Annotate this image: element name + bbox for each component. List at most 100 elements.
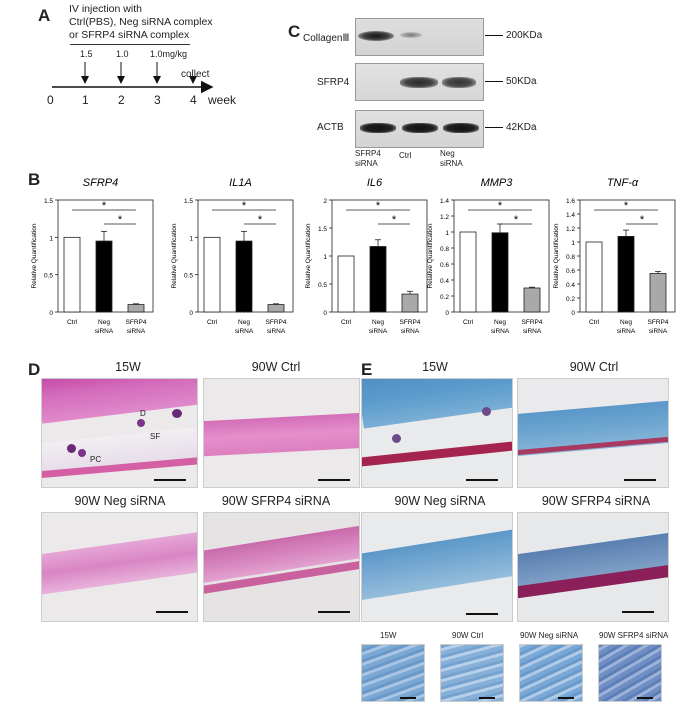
blot-sfrp4 [355, 63, 484, 101]
chart-4-bar-1 [617, 236, 635, 313]
chart-2-ylabel: Relative Quantification [305, 223, 312, 288]
chart-3-ytick-label-0: 0 [445, 310, 449, 317]
chart-2-cat-0-0: Ctrl [341, 319, 352, 326]
chart-3-title: MMP3 [481, 177, 514, 189]
e-title-15w: 15W [422, 360, 448, 374]
band-actb-lane3 [443, 123, 479, 133]
chart-3-cat-0-0: Ctrl [463, 319, 474, 326]
dose-3: 1.0mg/kg [150, 49, 188, 59]
zoom-title-90w-ctrl: 90W Ctrl [452, 631, 484, 640]
d-title-90w-ctrl: 90W Ctrl [251, 360, 301, 374]
chart-4-cat-0-0: Ctrl [589, 319, 600, 326]
chart-4-bar-0 [585, 241, 603, 313]
band-sfrp4-lane3 [442, 77, 476, 88]
chart-3-ytick-label-3: 0.6 [440, 262, 449, 269]
chart-3-cat-2-0: SFRP4 [522, 319, 543, 326]
chart-4-ylabel: Relative Quantification [553, 223, 560, 288]
chart-2-bar-0 [337, 255, 355, 313]
tick-1: 1 [82, 93, 89, 107]
chart-4-ytick-label-1: 0.2 [566, 296, 575, 303]
chart-3-bar-0 [459, 231, 477, 313]
dose-1: 1.5 [80, 49, 93, 59]
tick-4: 4 [190, 93, 197, 107]
injection-text-line-3: or SFRP4 siRNA complex [69, 29, 190, 41]
tick-0: 0 [47, 93, 54, 107]
chart-0-ytick-label-0: 0 [49, 310, 53, 317]
chart-3-ytick-label-7: 1.4 [440, 198, 449, 205]
zoom-title-90w-sfrp4: 90W SFRP4 siRNA [599, 631, 669, 640]
chart-4-ytick-label-3: 0.6 [566, 268, 575, 275]
zoom-image-15w [361, 644, 425, 702]
annotation-d: D [140, 409, 146, 418]
mt-image-90w-neg [361, 512, 513, 622]
chart-2-ytick-label-2: 1 [323, 254, 327, 261]
panel-a-label: A [38, 6, 51, 25]
lane-label-neg-sirna: Neg siRNA [440, 149, 463, 168]
chart-0-ytick-label-2: 1 [49, 235, 53, 242]
band-actb-lane1 [360, 123, 396, 133]
chart-1-cat-2-1: siRNA [267, 328, 286, 335]
blot-row-name-sfrp4: SFRP4 [317, 77, 350, 88]
chart-1-sig-star-1: * [258, 214, 263, 226]
chart-0-cat-2-1: siRNA [127, 328, 146, 335]
week-label: week [208, 93, 237, 107]
d-title-15w: 15W [115, 360, 141, 374]
chart-3-cat-1-1: siRNA [491, 328, 510, 335]
marker-200: 200KDa [506, 30, 543, 41]
chart-2-sig-star-1: * [392, 214, 397, 226]
chart-0-ytick-label-1: 0.5 [44, 273, 53, 280]
qpcr-bar-charts: SFRP4 0 0.5 1 1.5 Relative Quantification Ctrl… [31, 177, 676, 335]
chart-4-sig-star-1: * [640, 214, 645, 226]
annotation-sf: SF [150, 432, 161, 441]
chart-2-bar-2 [401, 293, 419, 313]
chart-1-sig-star-0: * [242, 200, 247, 212]
e-title-90w-neg: 90W Neg siRNA [394, 494, 486, 508]
marker-42: 42KDa [506, 122, 537, 133]
chart-0-cat-1-0: Neg [98, 319, 110, 326]
mt-image-15w [361, 378, 513, 488]
chart-4-ytick-label-8: 1.6 [566, 198, 575, 205]
injection-underline [70, 44, 190, 45]
chart-4-cat-1-0: Neg [620, 319, 632, 326]
panel-b-label: B [28, 170, 41, 189]
chart-4-ytick-label-6: 1.2 [566, 226, 575, 233]
chart-4-bar-2 [649, 273, 667, 313]
zoom-image-90w-ctrl [440, 644, 504, 702]
chart-1-bar-1 [235, 240, 253, 313]
chart-0-cat-1-1: siRNA [95, 328, 114, 335]
band-sfrp4-lane2 [400, 77, 438, 88]
collect-label: collect [181, 69, 210, 80]
zoom-title-15w: 15W [380, 631, 397, 640]
chart-2-bar-1 [369, 246, 387, 313]
he-image-90w-neg [41, 512, 198, 622]
blot-row-name-actb: ACTB [317, 122, 344, 133]
chart-3-ytick-label-4: 0.8 [440, 246, 449, 253]
chart-0-title: SFRP4 [83, 177, 118, 189]
chart-3-ytick-label-2: 0.4 [440, 278, 449, 285]
band-collagen-lane2 [400, 32, 422, 38]
panel-e-label: E [361, 360, 373, 379]
timeline-diagram [52, 62, 214, 94]
chart-2-ytick-label-4: 2 [323, 198, 327, 205]
chart-4-ytick-label-2: 0.4 [566, 282, 575, 289]
e-title-90w-sfrp4: 90W SFRP4 siRNA [541, 494, 651, 508]
chart-2-cat-1-0: Neg [372, 319, 384, 326]
chart-4-title: TNF-α [607, 177, 639, 189]
panel-d-label: D [28, 360, 41, 379]
chart-4-cat-2-0: SFRP4 [648, 319, 669, 326]
chart-0-sig-star-1: * [118, 214, 123, 226]
chart-0-ytick-label-3: 1.5 [44, 198, 53, 205]
chart-2-ytick-label-1: 0.5 [318, 282, 327, 289]
band-collagen-lane1 [358, 31, 394, 41]
tick-3: 3 [154, 93, 161, 107]
chart-3-ylabel: Relative Quantification [427, 223, 434, 288]
injection-text-line-2: Ctrl(PBS), Neg siRNA complex [69, 16, 213, 28]
chart-4-ytick-label-0: 0 [571, 310, 575, 317]
lane-label-ctrl: Ctrl [399, 151, 412, 160]
tick-2: 2 [118, 93, 125, 107]
chart-2-ytick-label-0: 0 [323, 310, 327, 317]
chart-3-bar-2 [523, 287, 541, 313]
chart-1-ytick-label-2: 1 [189, 235, 193, 242]
chart-0-sig-star-0: * [102, 200, 107, 212]
chart-3-ytick-label-6: 1.2 [440, 214, 449, 221]
